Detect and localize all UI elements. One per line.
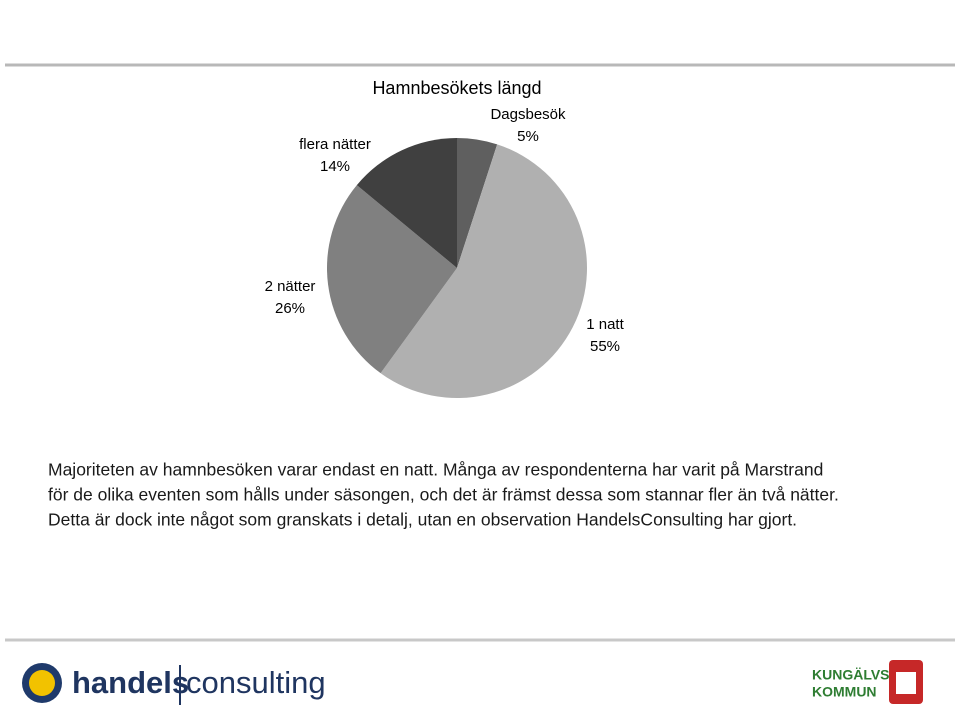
paragraph-line: Detta är dock inte något som granskats i… <box>48 510 797 530</box>
pie-slice <box>327 185 457 374</box>
slice-label: flera nätter <box>299 136 371 153</box>
logo-text: consulting <box>186 665 326 700</box>
paragraph-line: Majoriteten av hamnbesöken varar endast … <box>48 460 823 480</box>
slice-label: 2 nätter <box>265 278 316 295</box>
logo-emblem-inner <box>29 670 55 696</box>
pie: Dagsbesök 5% 1 natt 55% 2 nätter 26% flera nät… <box>265 106 625 399</box>
pie-slice <box>356 138 457 268</box>
slice-value-label: 55% <box>590 338 620 355</box>
logo-shield-inner <box>896 672 916 694</box>
slice-label: 1 natt <box>586 316 624 333</box>
paragraph-line: för de olika eventen som hålls under säs… <box>48 485 839 505</box>
slice-value-label: 5% <box>517 128 539 145</box>
pie-slice <box>380 144 588 399</box>
slice-value-label: 14% <box>320 158 350 175</box>
logo-text: handels <box>72 665 189 700</box>
left-logo: handels consulting <box>22 663 326 705</box>
logo-text: KOMMUN <box>812 684 877 700</box>
logo-text: KUNGÄLVS <box>812 667 890 683</box>
pie-slice <box>457 138 498 268</box>
slice-label: Dagsbesök <box>490 106 566 123</box>
body-text: Majoriteten av hamnbesöken varar endast … <box>48 460 839 530</box>
slice-value-label: 26% <box>275 300 305 317</box>
right-logo: KUNGÄLVS KOMMUN <box>812 660 923 704</box>
chart-title: Hamnbesökets längd <box>372 78 541 98</box>
